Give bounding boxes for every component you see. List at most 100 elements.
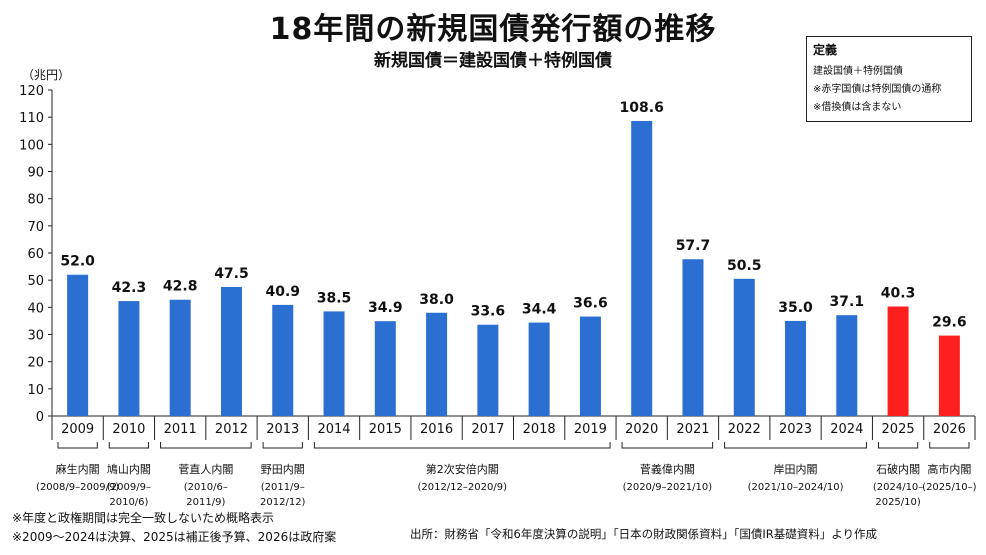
cabinet-name: 鳩山内閣 [107, 462, 151, 476]
cabinet-period: (2025/10–) [922, 482, 976, 493]
x-tick-label: 2023 [779, 422, 812, 437]
y-tick-label: 80 [27, 193, 44, 208]
footnote: ※年度と政権期間は完全一致しないため概略表示 [12, 511, 275, 525]
bar-value-label: 34.4 [522, 302, 557, 318]
bar-value-label: 42.3 [112, 280, 147, 296]
cabinet-period: 2012/12) [260, 497, 306, 508]
x-tick-label: 2025 [882, 422, 915, 437]
cabinet-name: 高市内閣 [927, 462, 971, 476]
x-tick-label: 2021 [676, 422, 709, 437]
x-tick-label: 2019 [574, 422, 607, 437]
y-tick-label: 40 [27, 301, 44, 316]
bar [323, 311, 345, 416]
cabinet-bracket [313, 442, 611, 449]
cabinet-bracket [57, 442, 98, 449]
cabinet-bracket [262, 442, 303, 449]
cabinet-period: (2012/12–2020/9) [417, 482, 507, 493]
cabinet-name: 麻生内閣 [56, 462, 100, 476]
bar [785, 320, 807, 416]
bar [477, 324, 499, 416]
cabinet-name: 第2次安倍内閣 [426, 462, 499, 476]
x-tick-label: 2024 [830, 422, 863, 437]
bar-value-label: 38.5 [317, 290, 352, 306]
definition-title: 定義 [813, 43, 838, 57]
definition-line: 建設国債＋特例国債 [813, 66, 903, 77]
y-tick-label: 100 [19, 138, 44, 153]
bar-value-label: 108.6 [620, 100, 664, 116]
cabinet-bracket [621, 442, 714, 449]
definition-box: 定義 建設国債＋特例国債 ※赤字国債は特例国債の通称 ※借換債は含まない [806, 36, 972, 122]
x-tick-label: 2022 [728, 422, 761, 437]
bar [938, 335, 960, 416]
definition-line: ※借換債は含まない [813, 102, 902, 113]
bar [733, 278, 755, 416]
bar-value-label: 47.5 [214, 266, 249, 282]
x-tick-label: 2013 [266, 422, 299, 437]
chart-title: 18年間の新規国債発行額の推移 [269, 12, 717, 47]
cabinet-bracket [160, 442, 252, 449]
bar [528, 322, 550, 416]
cabinet-bracket [877, 442, 919, 449]
y-tick-label: 0 [36, 410, 44, 425]
cabinet-period: (2009/9– [107, 482, 151, 493]
x-tick-label: 2012 [215, 422, 248, 437]
y-axis-unit: （兆円） [22, 68, 71, 82]
x-tick-label: 2020 [625, 422, 658, 437]
cabinet-period: 2025/10) [875, 497, 921, 508]
cabinet-name: 菅義偉内閣 [640, 462, 695, 476]
cabinet-period: (2024/10– [873, 482, 923, 493]
cabinet-period: (2021/10–2024/10) [748, 482, 844, 493]
bar [579, 316, 601, 416]
cabinet-bracket [724, 442, 867, 449]
cabinet-name: 岸田内閣 [774, 462, 818, 476]
bar [169, 299, 191, 416]
x-tick-label: 2018 [523, 422, 556, 437]
y-tick-label: 60 [27, 247, 44, 262]
cabinet-bracket [108, 442, 150, 449]
footnote: ※2009～2024は決算、2025は補正後予算、2026は政府案 [12, 530, 337, 544]
y-tick-label: 20 [27, 356, 44, 371]
y-tick-label: 70 [27, 220, 44, 235]
bar [118, 301, 140, 416]
bar [631, 120, 653, 416]
cabinet-name: 石破内閣 [876, 462, 920, 476]
chart-subtitle: 新規国債＝建設国債＋特例国債 [374, 51, 612, 71]
bar-value-label: 52.0 [60, 254, 95, 270]
cabinet-name: 菅直人内閣 [178, 462, 233, 476]
bar-value-label: 34.9 [368, 300, 403, 316]
bar-value-label: 35.0 [778, 300, 813, 316]
bar [374, 321, 396, 416]
bar-value-label: 36.6 [573, 296, 608, 312]
bar-value-label: 50.5 [727, 258, 762, 274]
cabinet-period: 2011/9) [186, 497, 225, 508]
cabinet-period: 2010/6) [109, 497, 148, 508]
cabinet-period: (2010/6– [184, 482, 228, 493]
definition-line: ※赤字国債は特例国債の通称 [813, 84, 942, 95]
y-tick-label: 90 [27, 166, 44, 181]
cabinet-period: (2008/9–2009/9) [36, 482, 119, 493]
y-tick-label: 30 [27, 329, 44, 344]
cabinet-bracket [929, 442, 970, 449]
bar-value-label: 40.9 [265, 284, 300, 300]
x-tick-label: 2026 [933, 422, 966, 437]
x-tick-label: 2016 [420, 422, 453, 437]
bar [426, 312, 448, 416]
bar-value-label: 57.7 [676, 238, 711, 254]
cabinet-name: 野田内閣 [261, 462, 305, 476]
bar [887, 306, 909, 416]
bar-value-label: 29.6 [932, 315, 967, 331]
x-tick-label: 2017 [471, 422, 504, 437]
bar [67, 274, 89, 416]
y-tick-label: 50 [27, 274, 44, 289]
bar [836, 315, 858, 416]
cabinet-period: (2011/9– [261, 482, 305, 493]
y-tick-label: 120 [19, 84, 44, 99]
bar-value-label: 42.8 [163, 279, 198, 295]
cabinet-period: (2020/9–2021/10) [623, 482, 713, 493]
x-tick-label: 2014 [317, 422, 350, 437]
bar-value-label: 33.6 [471, 304, 506, 320]
x-tick-label: 2009 [61, 422, 94, 437]
bar-value-label: 40.3 [881, 286, 916, 302]
bar-value-label: 38.0 [419, 292, 454, 308]
